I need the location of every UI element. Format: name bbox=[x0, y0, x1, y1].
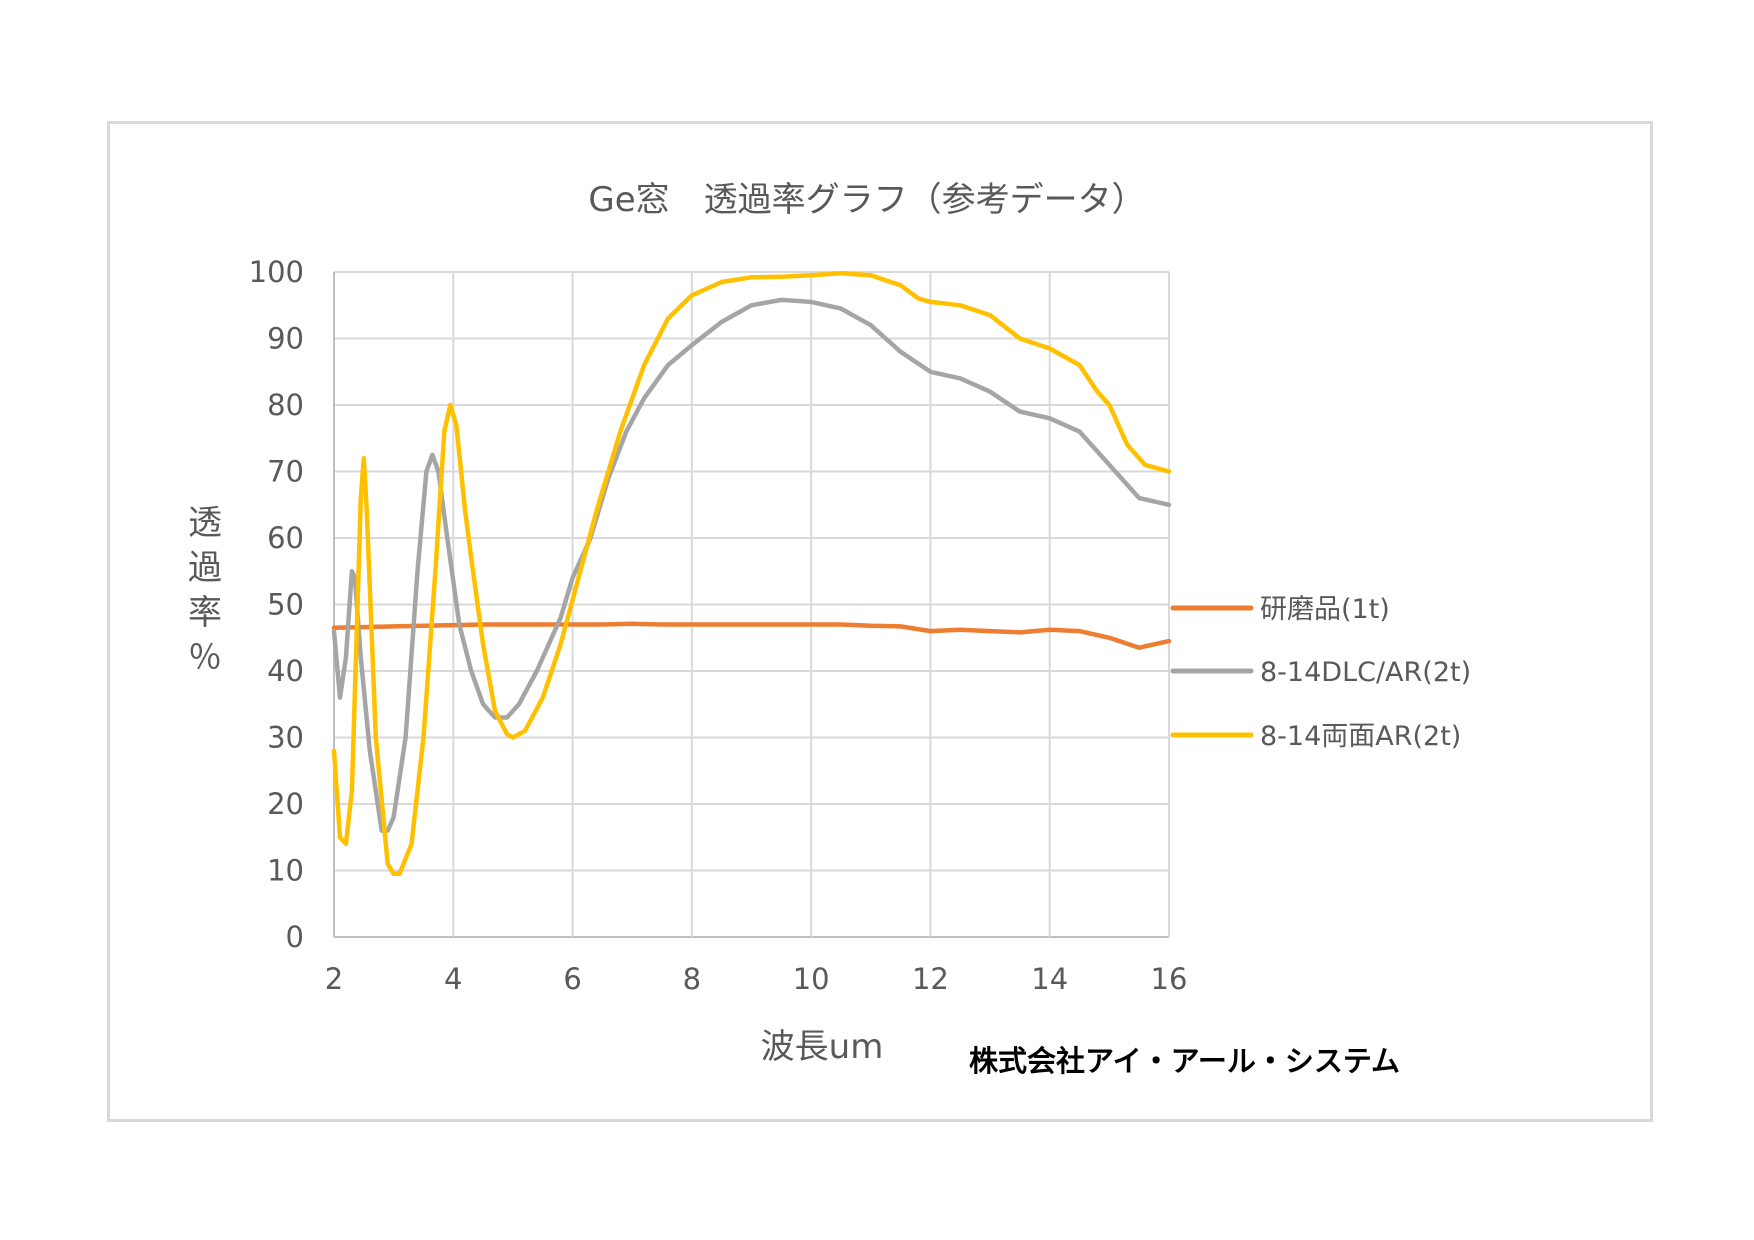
y-tick-label: 90 bbox=[267, 322, 304, 356]
series-line-3 bbox=[331, 271, 1172, 877]
series-line-1 bbox=[331, 621, 1172, 650]
x-tick-label: 12 bbox=[912, 962, 949, 996]
x-tick-label: 14 bbox=[1031, 962, 1068, 996]
y-tick-label: 60 bbox=[267, 521, 304, 555]
y-axis: 0 10 20 30 40 50 60 70 80 90 100 bbox=[249, 255, 304, 954]
y-tick-label: 70 bbox=[267, 455, 304, 489]
x-tick-label: 4 bbox=[444, 962, 462, 996]
y-axis-title-char: 過 bbox=[188, 548, 222, 588]
chart-title: Ge窓 透過率グラフ（参考データ） bbox=[588, 180, 1145, 220]
y-tick-label: 30 bbox=[267, 721, 304, 755]
y-tick-label: 40 bbox=[267, 654, 304, 688]
y-tick-label: 100 bbox=[249, 255, 304, 289]
x-axis: 2 4 6 8 10 12 14 16 bbox=[325, 962, 1188, 996]
y-axis-title-char: ％ bbox=[188, 638, 222, 678]
chart-svg: Ge窓 透過率グラフ（参考データ） 2 4 6 8 10 12 14 16 0 10 20 30 40… bbox=[188, 180, 1471, 1078]
legend-label-1: 研磨品(1t) bbox=[1260, 594, 1390, 625]
y-axis-title-char: 率 bbox=[188, 593, 222, 633]
legend: 研磨品(1t) 8-14DLC/AR(2t) 8-14両面AR(2t) bbox=[1170, 594, 1471, 752]
x-tick-label: 2 bbox=[325, 962, 343, 996]
y-tick-label: 20 bbox=[267, 787, 304, 821]
grid bbox=[333, 271, 1170, 938]
x-tick-label: 8 bbox=[683, 962, 701, 996]
y-tick-label: 80 bbox=[267, 388, 304, 422]
series-line-2 bbox=[331, 297, 1172, 833]
legend-label-2: 8-14DLC/AR(2t) bbox=[1260, 657, 1471, 688]
legend-label-3: 8-14両面AR(2t) bbox=[1260, 721, 1461, 752]
y-tick-label: 0 bbox=[286, 920, 304, 954]
y-tick-label: 10 bbox=[267, 854, 304, 888]
chart-frame: Ge窓 透過率グラフ（参考データ） 2 4 6 8 10 12 14 16 0 10 20 30 40… bbox=[107, 121, 1653, 1122]
x-axis-title: 波長um bbox=[761, 1027, 884, 1067]
y-axis-title: 透過率 ％ bbox=[188, 503, 222, 678]
x-tick-label: 10 bbox=[793, 962, 830, 996]
company-name: 株式会社アイ・アール・システム bbox=[969, 1044, 1400, 1078]
x-tick-label: 6 bbox=[563, 962, 581, 996]
y-tick-label: 50 bbox=[267, 588, 304, 622]
x-tick-label: 16 bbox=[1151, 962, 1188, 996]
y-axis-title-char: 透 bbox=[188, 503, 222, 543]
plot-lines bbox=[331, 271, 1172, 877]
